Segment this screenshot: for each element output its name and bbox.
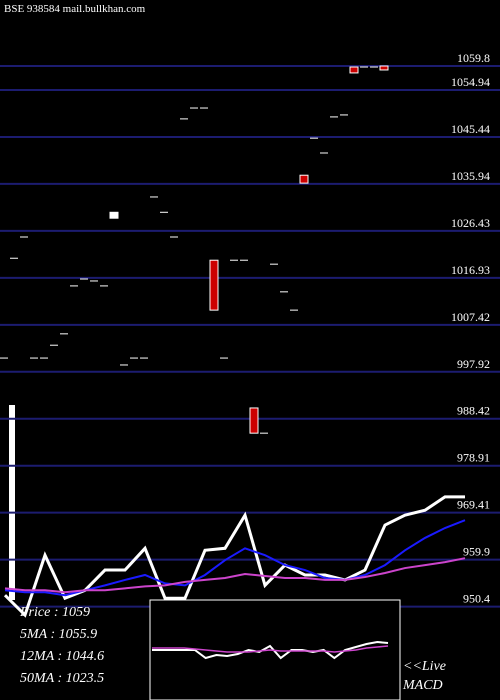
macd-line [152,645,389,653]
candle [109,211,119,219]
candle [209,259,219,311]
legend-entry: Price : 1059 [19,605,90,620]
y-tick-label: 1035.94 [451,169,490,183]
macd-line [152,640,389,660]
y-tick-label: 978.91 [457,451,490,465]
y-tick-label: 1016.93 [451,263,490,277]
macd-title: MACD [402,678,443,693]
candle [379,65,389,71]
y-tick-label: 969.41 [457,498,490,512]
header: BSE 938584 mail.bullkhan.com [4,3,146,15]
y-tick-label: 1026.43 [451,216,490,230]
y-tick-label: 988.42 [457,404,490,418]
macd-label: <<Live [403,659,446,674]
y-tick-label: 959.9 [463,545,490,559]
y-tick-label: 1045.44 [451,122,490,136]
legend-entry: 12MA : 1044.6 [20,649,104,664]
y-tick-label: 1059.8 [457,51,490,65]
series-line [4,557,466,594]
y-tick-label: 950.4 [463,592,490,606]
candle [349,66,359,74]
volume-bar [9,405,15,600]
y-tick-label: 997.92 [457,357,490,371]
legend-entry: 50MA : 1023.5 [20,671,104,686]
legend-entry: 5MA : 1055.9 [20,627,97,642]
y-tick-label: 1007.42 [451,310,490,324]
y-tick-label: 1054.94 [451,75,490,89]
candle [299,174,309,184]
candle [249,407,259,434]
